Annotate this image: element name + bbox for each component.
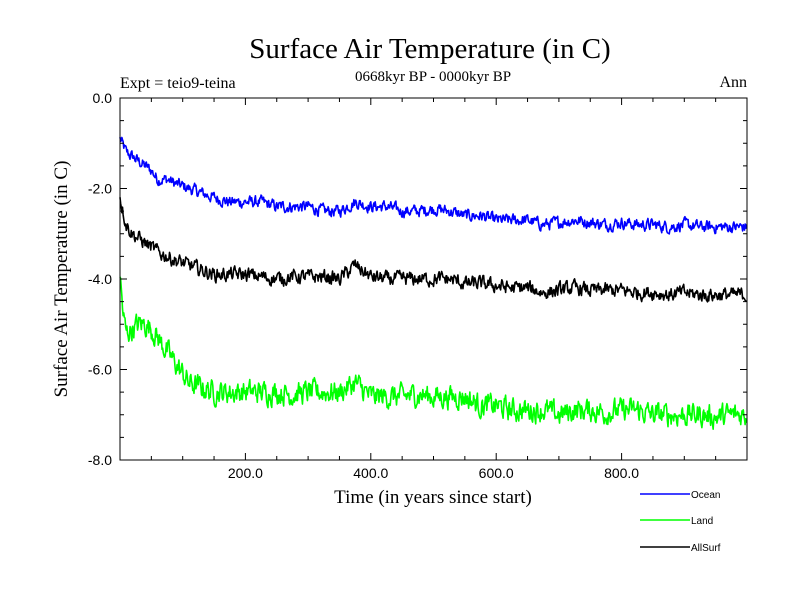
y-tick-label: -2.0 (88, 181, 112, 197)
legend-label-ocean: Ocean (691, 490, 720, 501)
legend-label-land: Land (691, 516, 713, 527)
y-tick-label: -6.0 (88, 362, 112, 378)
season-label: Ann (719, 74, 747, 91)
x-axis-label: Time (in years since start) (334, 487, 532, 508)
ticks-layer: 200.0 400.0 600.0 800.0 0.0 -2.0 -4.0 -6.0 -8.0 (88, 90, 747, 481)
x-tick-label: 200.0 (228, 465, 263, 481)
y-tick-label: 0.0 (93, 90, 113, 106)
series-line-allsurf (119, 197, 747, 303)
y-axis-label: Surface Air Temperature (in C) (51, 161, 72, 398)
legend-label-allsurf: AllSurf (691, 543, 721, 554)
x-tick-label: 400.0 (353, 465, 388, 481)
chart-subtitle: 0668kyr BP - 0000kyr BP (355, 69, 511, 85)
experiment-label: Expt = teio9-teina (120, 75, 236, 92)
series-line-land (119, 276, 748, 430)
x-tick-label: 600.0 (479, 465, 514, 481)
y-tick-label: -8.0 (88, 452, 112, 468)
y-tick-label: -4.0 (88, 271, 112, 287)
chart-title: Surface Air Temperature (in C) (249, 33, 610, 65)
series-layer (119, 136, 748, 430)
x-tick-label: 800.0 (604, 465, 639, 481)
legend: Ocean Land AllSurf (640, 490, 721, 554)
series-line-ocean (119, 136, 748, 235)
